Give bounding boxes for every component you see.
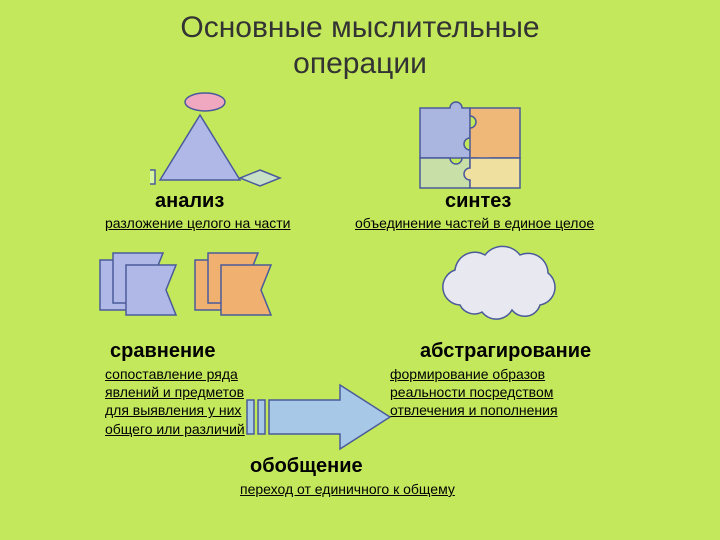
- synthesis-label: синтез: [445, 190, 511, 213]
- page-title: Основные мыслительные операции: [0, 0, 720, 82]
- analysis-desc: разложение целого на части: [105, 214, 291, 232]
- comparison-label: сравнение: [110, 340, 215, 363]
- analysis-graphic: [150, 90, 290, 195]
- comparison-desc: сопоставление ряда явлений и предметов д…: [105, 365, 250, 438]
- abstraction-label: абстрагирование: [420, 340, 591, 363]
- title-line1: Основные мыслительные: [180, 11, 539, 44]
- synthesis-desc: объединение частей в единое целое: [355, 214, 594, 232]
- abstraction-graphic: [430, 235, 580, 340]
- generalization-desc: переход от единичного к общему: [240, 480, 455, 498]
- analysis-label: анализ: [155, 190, 224, 213]
- abstraction-desc: формирование образов реальности посредст…: [390, 365, 600, 420]
- comparison-graphic: [95, 245, 295, 340]
- synthesis-graphic: [400, 88, 550, 203]
- title-line2: операции: [293, 47, 427, 80]
- generalization-graphic: [245, 380, 405, 460]
- generalization-label: обобщение: [250, 455, 363, 478]
